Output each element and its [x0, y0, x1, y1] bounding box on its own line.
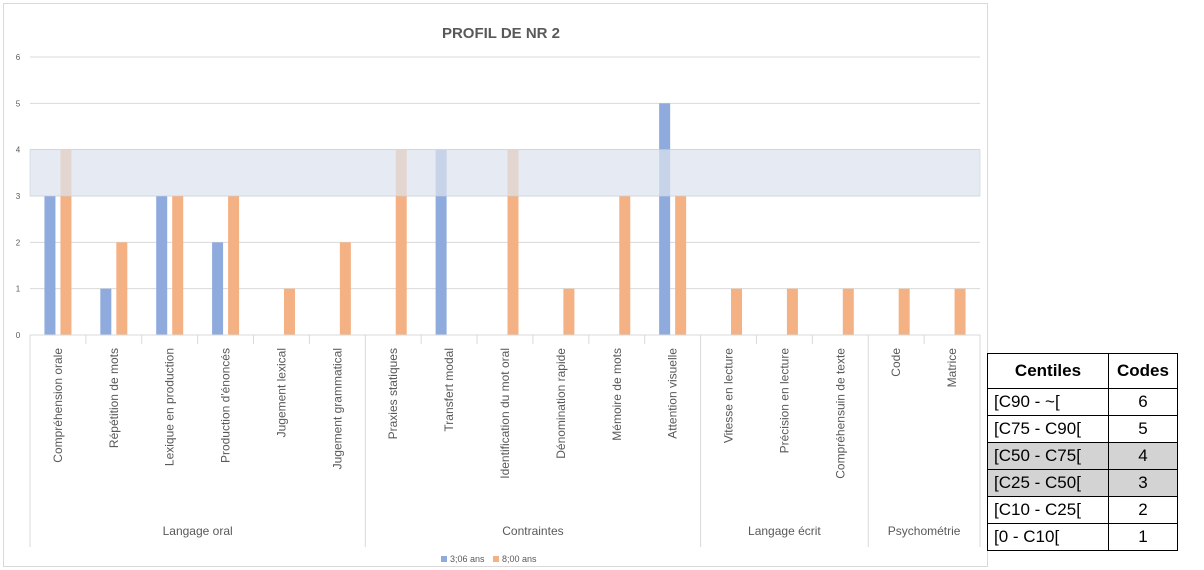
bar-series-2: [172, 196, 184, 335]
bar-series-2: [563, 288, 575, 335]
centile-cell: [C10 - C25[: [987, 496, 1109, 524]
table-row: [C75 - C90[ 5: [987, 415, 1178, 443]
category-label: Identification du mot oral: [498, 348, 512, 479]
header-centiles: Centiles: [987, 353, 1109, 389]
code-cell: 4: [1108, 442, 1178, 470]
centile-cell: [C90 - ~[: [987, 388, 1109, 416]
bar-series-2: [60, 149, 72, 335]
bar-series-1: [44, 196, 56, 335]
category-label: Compréhension orale: [51, 348, 65, 463]
bar-series-2: [116, 242, 128, 335]
bar-series-1: [100, 288, 112, 335]
category-label: Jugement lexical: [274, 348, 288, 437]
centile-code-table: Centiles Codes [C90 - ~[ 6 [C75 - C90[ 5…: [987, 353, 1178, 551]
category-label: Lexique en production: [163, 348, 177, 466]
centile-cell: [C75 - C90[: [987, 415, 1109, 443]
bar-series-1: [156, 196, 168, 335]
legend-swatch: [493, 556, 499, 562]
bar-series-1: [212, 242, 224, 335]
category-label: Code: [889, 348, 903, 377]
y-tick-label: 6: [16, 53, 21, 62]
bar-series-2: [507, 149, 519, 335]
bar-series-2: [731, 288, 743, 335]
category-label: Attention visuelle: [666, 348, 680, 439]
y-tick-label: 0: [16, 331, 21, 340]
bar-series-2: [339, 242, 351, 335]
y-tick-label: 3: [16, 192, 21, 201]
bar-chart: PROFIL DE NR 2 0 1 2 3 4 5 6 Compréhension orale…: [16, 25, 981, 564]
group-label: Langage écrit: [748, 524, 821, 538]
chart-title: PROFIL DE NR 2: [442, 25, 560, 42]
y-tick-label: 1: [16, 285, 21, 294]
group-label: Psychométrie: [888, 524, 961, 538]
category-label: Dénomination rapide: [554, 348, 568, 459]
centile-cell: [C25 - C50[: [987, 469, 1109, 497]
header-codes: Codes: [1108, 353, 1178, 389]
bar-series-2: [842, 288, 854, 335]
legend-swatch: [441, 556, 447, 562]
table-row: [C50 - C75[ 4: [987, 442, 1178, 470]
bar-series-2: [228, 196, 240, 335]
category-label: Transfert modal: [442, 348, 456, 432]
bar-series-2: [898, 288, 910, 335]
chart-frame: PROFIL DE NR 2 0 1 2 3 4 5 6 Compréhension orale…: [3, 3, 988, 567]
bar-series-2: [619, 196, 631, 335]
bar-series-2: [395, 149, 407, 335]
category-label: Vitesse en lecture: [722, 348, 736, 443]
table-row: [C10 - C25[ 2: [987, 496, 1178, 524]
table-row: [C90 - ~[ 6: [987, 388, 1178, 416]
bar-series-2: [786, 288, 798, 335]
category-label: Praxies statiques: [386, 348, 400, 439]
bar-series-2: [283, 288, 295, 335]
code-cell: 6: [1108, 388, 1178, 416]
y-tick-label: 2: [16, 238, 21, 247]
legend-label: 3;06 ans: [450, 554, 485, 564]
category-label: Jugement grammatical: [330, 348, 344, 469]
category-label: Production d'énoncés: [219, 348, 233, 463]
code-cell: 5: [1108, 415, 1178, 443]
category-label: Précision en lecture: [777, 348, 791, 454]
table-row: [C25 - C50[ 3: [987, 469, 1178, 497]
category-label: Compréhensuin de texte: [833, 348, 847, 479]
y-tick-label: 5: [16, 99, 21, 108]
category-label: Mémoire de mots: [610, 348, 624, 441]
category-label: Répétition de mots: [107, 348, 121, 448]
table-header-row: Centiles Codes: [987, 353, 1178, 389]
table-row: [0 - C10[ 1: [987, 523, 1178, 551]
centile-cell: [0 - C10[: [987, 523, 1109, 551]
y-tick-label: 4: [16, 146, 21, 155]
group-label: Contraintes: [502, 524, 563, 538]
group-label: Langage oral: [163, 524, 233, 538]
code-cell: 1: [1108, 523, 1178, 551]
centile-cell: [C50 - C75[: [987, 442, 1109, 470]
category-label: Matrice: [945, 348, 959, 388]
code-cell: 2: [1108, 496, 1178, 524]
bar-series-1: [659, 103, 671, 335]
centile-band: [29, 149, 981, 197]
legend-label: 8;00 ans: [502, 554, 537, 564]
code-cell: 3: [1108, 469, 1178, 497]
bar-series-2: [675, 196, 687, 335]
bar-series-2: [954, 288, 966, 335]
bar-series-1: [435, 149, 447, 335]
